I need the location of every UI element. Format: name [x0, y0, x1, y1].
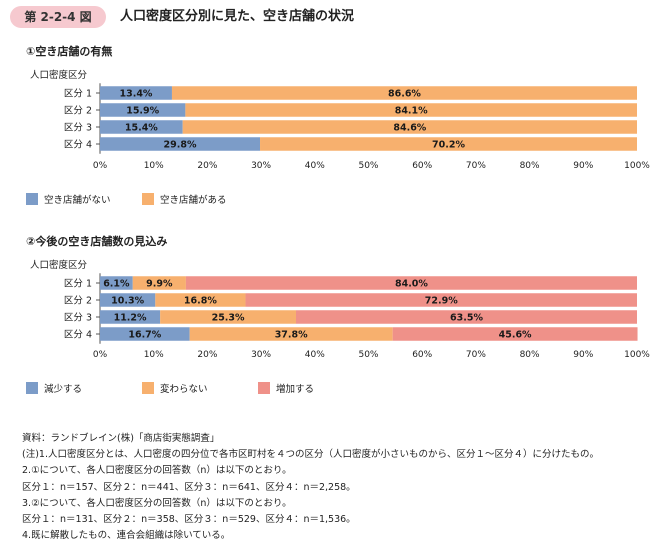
category-label: 区分 1 [64, 89, 92, 100]
legend-swatch [142, 382, 154, 394]
bar-segment [392, 327, 638, 341]
category-label: 区分 4 [64, 330, 92, 341]
data-label: 16.7% [128, 330, 161, 341]
data-label: 13.4% [119, 89, 152, 100]
bar-segment [185, 103, 637, 117]
legend-label: 空き店舗がない [44, 194, 111, 206]
x-tick-label: 90% [573, 350, 593, 360]
x-tick-label: 60% [412, 161, 432, 171]
footnote-line: 2.①について、各人口密度区分の回答数（n）は以下のとおり。 [22, 465, 292, 477]
bar-segment [100, 276, 133, 290]
footnote-line: 3.②について、各人口密度区分の回答数（n）は以下のとおり。 [22, 497, 292, 509]
data-label: 84.6% [393, 123, 426, 134]
bar-segment [100, 137, 261, 151]
bar-segment [189, 327, 393, 341]
x-tick-label: 70% [466, 350, 486, 360]
x-tick-label: 50% [358, 161, 378, 171]
bar-segment [132, 276, 186, 290]
figure-header: 第 2-2-4 図 人口密度区分別に見た、空き店舗の状況 [10, 6, 650, 28]
bar-segment [155, 293, 246, 307]
bar-segment [296, 310, 637, 324]
footnote-line: (注)1.人口密度区分とは、人口密度の四分位で各市区町村を４つの区分（人口密度が… [22, 449, 599, 461]
x-tick-label: 0% [93, 350, 108, 360]
data-label: 70.2% [432, 140, 465, 151]
x-tick-label: 0% [93, 161, 108, 171]
data-label: 25.3% [212, 313, 245, 324]
x-tick-label: 40% [305, 161, 325, 171]
chart-title: ①空き店舗の有無 [26, 44, 112, 58]
legend-label: 空き店舗がある [160, 194, 227, 206]
legend-swatch [26, 193, 38, 205]
x-tick-label: 10% [144, 350, 164, 360]
data-label: 29.8% [164, 140, 197, 151]
data-label: 63.5% [450, 313, 483, 324]
data-label: 15.4% [125, 123, 158, 134]
y-axis-label: 人口密度区分 [30, 69, 88, 81]
data-label: 86.6% [388, 89, 421, 100]
legend-label: 変わらない [160, 383, 208, 395]
x-tick-label: 10% [144, 161, 164, 171]
y-axis-label: 人口密度区分 [30, 259, 88, 271]
bar-segment [185, 276, 638, 290]
footnote-line: 資料：ランドブレイン(株)「商店街実態調査」 [22, 433, 220, 444]
footnote-line: 4.既に解散したもの、連合会組織は除いている。 [22, 530, 231, 542]
data-label: 9.9% [146, 279, 173, 290]
data-label: 10.3% [111, 296, 144, 307]
x-tick-label: 90% [573, 161, 593, 171]
legend-label: 増加する [276, 383, 314, 395]
figure-title: 人口密度区分別に見た、空き店舗の状況 [120, 9, 355, 24]
bar-segment [100, 310, 161, 324]
footnote-line: 区分１：n＝157、区分２：n＝441、区分３：n＝641、区分４：n＝2,25… [22, 481, 356, 493]
data-label: 84.0% [395, 279, 428, 290]
data-label: 16.8% [184, 296, 217, 307]
x-tick-label: 40% [305, 350, 325, 360]
x-tick-label: 70% [466, 161, 486, 171]
x-tick-label: 80% [520, 350, 540, 360]
data-label: 45.6% [499, 330, 532, 341]
data-label: 72.9% [425, 296, 458, 307]
legend-swatch [26, 382, 38, 394]
category-label: 区分 4 [64, 140, 92, 151]
bar-segment [100, 86, 172, 100]
data-label: 84.1% [395, 106, 428, 117]
x-tick-label: 30% [251, 161, 271, 171]
data-label: 6.1% [103, 279, 130, 290]
data-label: 11.2% [114, 313, 147, 324]
legend-label: 減少する [44, 383, 82, 395]
x-tick-label: 100% [624, 350, 650, 360]
bar-segment [182, 120, 637, 134]
bar-segment [100, 293, 156, 307]
bar-segment [160, 310, 297, 324]
bar-segment [260, 137, 637, 151]
x-tick-label: 80% [520, 161, 540, 171]
category-label: 区分 3 [64, 123, 92, 134]
bar-segment [171, 86, 637, 100]
footnotes: 資料：ランドブレイン(株)「商店街実態調査」 (注)1.人口密度区分とは、人口密… [22, 431, 662, 544]
figure-number-badge: 第 2-2-4 図 [10, 6, 106, 28]
x-tick-label: 50% [358, 350, 378, 360]
data-label: 37.8% [275, 330, 308, 341]
footnote-line: 区分１：n＝131、区分２：n＝358、区分３：n＝529、区分４：n＝1,53… [22, 514, 356, 526]
category-label: 区分 3 [64, 313, 92, 324]
bar-segment [100, 120, 183, 134]
legend-swatch [258, 382, 270, 394]
x-tick-label: 60% [412, 350, 432, 360]
category-label: 区分 1 [64, 279, 92, 290]
category-label: 区分 2 [64, 106, 92, 117]
x-tick-label: 100% [624, 161, 650, 171]
bar-segment [100, 103, 186, 117]
x-tick-label: 20% [197, 161, 217, 171]
x-tick-label: 20% [197, 350, 217, 360]
bar-segment [100, 327, 190, 341]
chart-title: ②今後の空き店舗数の見込み [26, 234, 167, 248]
bar-segment [245, 293, 638, 307]
x-tick-label: 30% [251, 350, 271, 360]
data-label: 15.9% [126, 106, 159, 117]
category-label: 区分 2 [64, 296, 92, 307]
legend-swatch [142, 193, 154, 205]
